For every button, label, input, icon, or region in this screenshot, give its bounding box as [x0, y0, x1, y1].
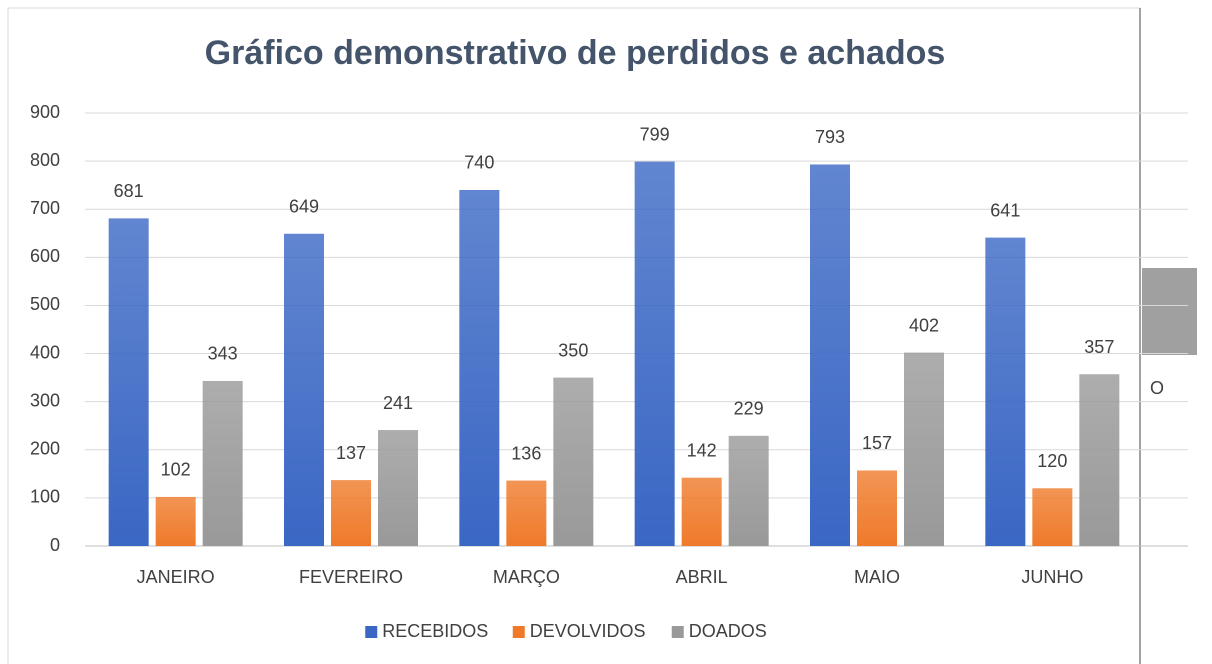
data-label: 157 [862, 433, 892, 453]
legend-swatch [365, 626, 378, 638]
chart-title: Gráfico demonstrativo de perdidos e acha… [205, 34, 946, 72]
data-label: 740 [464, 153, 494, 173]
y-tick-label: 700 [30, 198, 60, 218]
y-tick-label: 200 [30, 439, 60, 459]
data-label: 402 [909, 315, 939, 335]
legend-label: RECEBIDOS [382, 621, 488, 641]
y-tick-label: 500 [30, 294, 60, 314]
legend-label: DOADOS [689, 621, 767, 641]
data-label: 102 [161, 460, 191, 480]
bar [506, 480, 547, 546]
clipped-text: O [1150, 378, 1164, 398]
data-label: 229 [734, 399, 764, 419]
data-label: 241 [383, 393, 413, 413]
x-tick-label: MARÇO [493, 567, 560, 587]
data-label: 649 [289, 197, 319, 217]
data-label: 343 [208, 344, 238, 364]
data-label: 120 [1037, 451, 1067, 471]
legend-swatch [512, 626, 525, 638]
y-tick-label: 900 [30, 102, 60, 122]
bar [202, 380, 243, 546]
data-label: 799 [640, 124, 670, 144]
data-label: 641 [990, 200, 1020, 220]
x-tick-label: JUNHO [1021, 567, 1083, 587]
bar [857, 470, 897, 546]
bar [284, 233, 324, 546]
x-tick-label: ABRIL [676, 567, 728, 587]
data-label: 350 [558, 340, 588, 360]
y-tick-label: 400 [30, 342, 60, 362]
y-tick-label: 100 [30, 487, 60, 507]
y-tick-label: 600 [30, 246, 60, 266]
y-tick-label: 0 [50, 535, 60, 555]
bar [681, 477, 722, 546]
bar [634, 161, 675, 546]
chart-frame [7, 7, 1141, 664]
legend-label: DEVOLVIDOS [530, 621, 646, 641]
bar [985, 237, 1026, 546]
y-tick-label: 800 [30, 150, 60, 170]
bar [378, 430, 418, 546]
bar [1079, 374, 1120, 546]
bar [108, 218, 149, 546]
data-label: 793 [815, 127, 845, 147]
legend-swatch [671, 626, 684, 638]
bar [553, 377, 594, 546]
bar [904, 352, 944, 546]
bar [1032, 488, 1073, 546]
data-label: 357 [1084, 337, 1114, 357]
bar [331, 480, 371, 546]
data-label: 681 [114, 181, 144, 201]
bar [155, 496, 196, 546]
data-label: 137 [336, 443, 366, 463]
x-tick-label: FEVEREIRO [299, 567, 403, 587]
bar [459, 189, 500, 546]
clipped-fragment [1142, 268, 1197, 355]
data-label: 136 [511, 443, 541, 463]
x-tick-label: JANEIRO [137, 567, 215, 587]
data-label: 142 [687, 440, 717, 460]
y-tick-label: 300 [30, 390, 60, 410]
bar [728, 435, 769, 546]
x-tick-label: MAIO [854, 567, 900, 587]
bar [810, 164, 850, 546]
